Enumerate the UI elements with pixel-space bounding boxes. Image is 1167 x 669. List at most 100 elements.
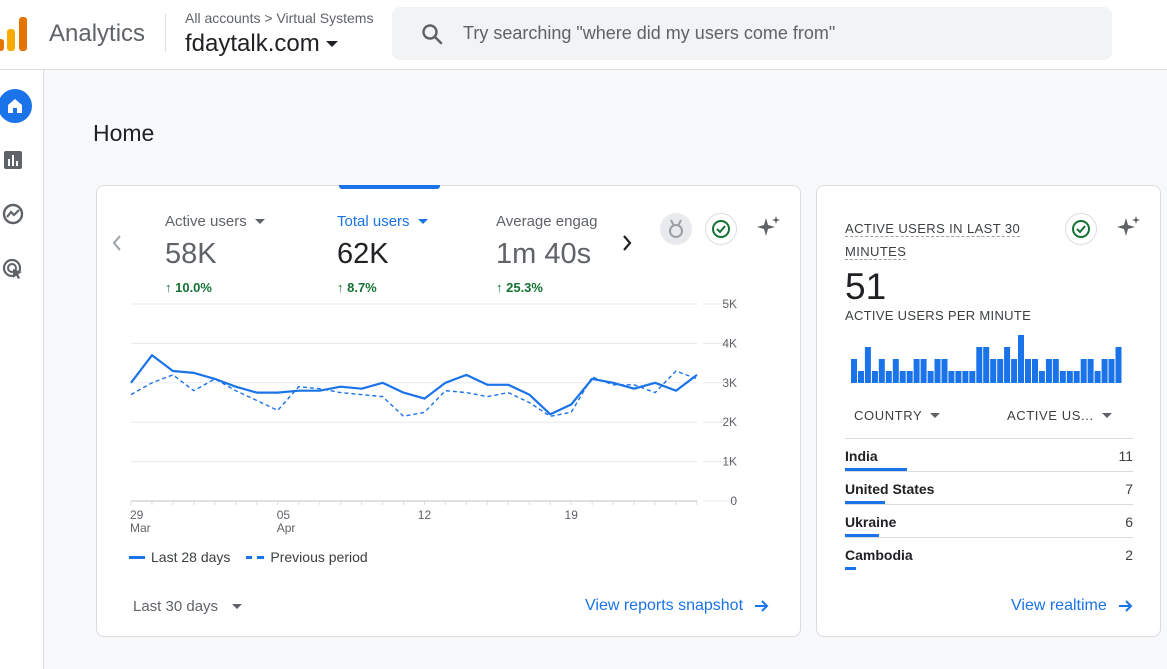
legend-previous: Previous period	[246, 549, 368, 565]
property-name: fdaytalk.com	[185, 30, 320, 57]
last-28-days-line	[130, 354, 698, 416]
view-reports-snapshot-link[interactable]: View reports snapshot	[585, 597, 769, 615]
analytics-logo-icon[interactable]	[0, 17, 30, 51]
breadcrumb-root[interactable]: All accounts	[185, 10, 261, 26]
per-minute-bar	[892, 359, 899, 383]
country-users: 11	[1118, 448, 1133, 464]
metric-total-users[interactable]: Total users 62K ↑ 8.7%	[337, 213, 428, 295]
nav-explore[interactable]	[0, 198, 29, 230]
breadcrumb-account[interactable]: Virtual Systems	[276, 10, 374, 26]
per-minute-bar	[1045, 359, 1052, 383]
per-minute-bar	[1073, 371, 1080, 383]
x-tick-month-label: Apr	[277, 521, 296, 535]
per-minute-bar	[934, 359, 941, 383]
date-range-label: Last 30 days	[133, 598, 219, 615]
sparkle-insights-icon[interactable]	[755, 214, 783, 242]
realtime-link-label: View realtime	[1011, 597, 1107, 614]
chevron-right-icon[interactable]	[621, 234, 633, 252]
per-minute-bar	[1080, 359, 1087, 383]
award-icon[interactable]	[660, 213, 692, 245]
column-header-active-users[interactable]: ACTIVE US...	[1007, 408, 1112, 423]
search-bar[interactable]: Try searching "where did my users come f…	[392, 7, 1112, 60]
arrow-right-icon	[1118, 600, 1133, 612]
metric-active-users[interactable]: Active users 58K ↑ 10.0%	[165, 213, 265, 295]
country-share-bar	[845, 468, 907, 471]
legend-solid-swatch	[129, 555, 145, 559]
x-tick-month-label: Mar	[130, 521, 151, 535]
metric-change: ↑ 25.3%	[496, 280, 543, 295]
nav-advertising[interactable]	[0, 253, 29, 285]
per-minute-bar	[1087, 359, 1094, 383]
per-minute-bar	[871, 371, 878, 383]
y-tick-label: 2K	[722, 415, 737, 429]
header-divider	[165, 14, 166, 52]
home-icon	[8, 99, 22, 113]
chevron-down-icon	[254, 219, 265, 224]
country-name: Ukraine	[845, 514, 897, 530]
previous-period-line	[130, 370, 698, 418]
per-minute-bar	[1025, 359, 1031, 383]
overview-card: Active users 58K ↑ 10.0% Total users 62K…	[96, 185, 801, 637]
per-minute-bar	[976, 347, 983, 383]
column-header-active-users-label: ACTIVE US...	[1007, 408, 1094, 423]
nav-reports[interactable]	[0, 144, 29, 176]
metric-value: 62K	[337, 238, 389, 270]
country-name: United States	[845, 481, 935, 497]
breadcrumb[interactable]: All accounts > Virtual Systems	[185, 10, 373, 26]
per-minute-bar	[941, 359, 948, 383]
view-realtime-link[interactable]: View realtime	[1011, 597, 1133, 615]
table-row[interactable]: Ukraine 6	[845, 504, 1133, 537]
x-tick-label: 19	[565, 508, 579, 522]
realtime-title[interactable]: ACTIVE USERS IN LAST 30 MINUTES	[845, 217, 1035, 263]
metric-value: 58K	[165, 238, 217, 270]
snapshot-link-label: View reports snapshot	[585, 597, 744, 614]
country-users: 7	[1125, 481, 1133, 497]
country-name: India	[845, 448, 878, 464]
per-minute-bar	[1059, 371, 1066, 383]
realtime-card: ACTIVE USERS IN LAST 30 MINUTES 51 ACTIV…	[816, 185, 1161, 637]
country-share-bar	[845, 567, 857, 570]
property-selector[interactable]: fdaytalk.com	[185, 30, 338, 58]
check-circle-icon[interactable]	[705, 213, 737, 245]
per-minute-bar	[851, 359, 857, 383]
legend-current: Last 28 days	[129, 549, 230, 565]
per-minute-bar	[1004, 347, 1011, 383]
side-nav	[0, 70, 44, 669]
country-share-bar	[845, 501, 885, 504]
x-tick-label: 12	[418, 508, 432, 522]
per-minute-bar	[990, 359, 997, 383]
metric-label: Total users	[337, 213, 410, 230]
date-range-selector[interactable]: Last 30 days	[133, 598, 243, 615]
metric-average-engagement[interactable]: Average engag 1m 40s ↑ 25.3%	[496, 213, 597, 295]
table-row[interactable]: India 11	[845, 438, 1133, 471]
country-users: 2	[1125, 547, 1133, 563]
per-minute-bar	[927, 371, 934, 383]
sparkle-insights-icon[interactable]	[1115, 214, 1143, 242]
legend-dashed-swatch	[246, 555, 265, 559]
check-circle-icon[interactable]	[1065, 213, 1097, 245]
metric-change: ↑ 10.0%	[165, 280, 212, 295]
per-minute-bar	[983, 347, 990, 383]
nav-home[interactable]	[0, 89, 32, 123]
per-minute-bar	[864, 347, 871, 383]
per-minute-bar	[878, 359, 885, 383]
x-tick-label: 05	[277, 508, 291, 522]
per-minute-bar	[913, 359, 920, 383]
per-minute-bar	[1115, 347, 1122, 383]
search-input[interactable]: Try searching "where did my users come f…	[463, 23, 836, 43]
per-minute-bar	[1066, 371, 1073, 383]
per-minute-bar	[969, 371, 976, 383]
per-minute-bar	[920, 359, 927, 383]
per-minute-bar	[1101, 359, 1108, 383]
table-row[interactable]: United States 7	[845, 471, 1133, 504]
per-minute-bar	[1052, 359, 1059, 383]
y-tick-label: 0	[730, 494, 737, 508]
metric-label: Average engag	[496, 213, 598, 230]
chart-legend: Last 28 days Previous period	[129, 549, 368, 565]
country-users: 6	[1125, 514, 1133, 530]
chevron-left-icon[interactable]	[111, 234, 123, 252]
per-minute-bar	[962, 371, 969, 383]
per-minute-bar	[885, 371, 892, 383]
column-header-country[interactable]: COUNTRY	[854, 408, 941, 423]
table-row[interactable]: Cambodia 2	[845, 537, 1133, 570]
